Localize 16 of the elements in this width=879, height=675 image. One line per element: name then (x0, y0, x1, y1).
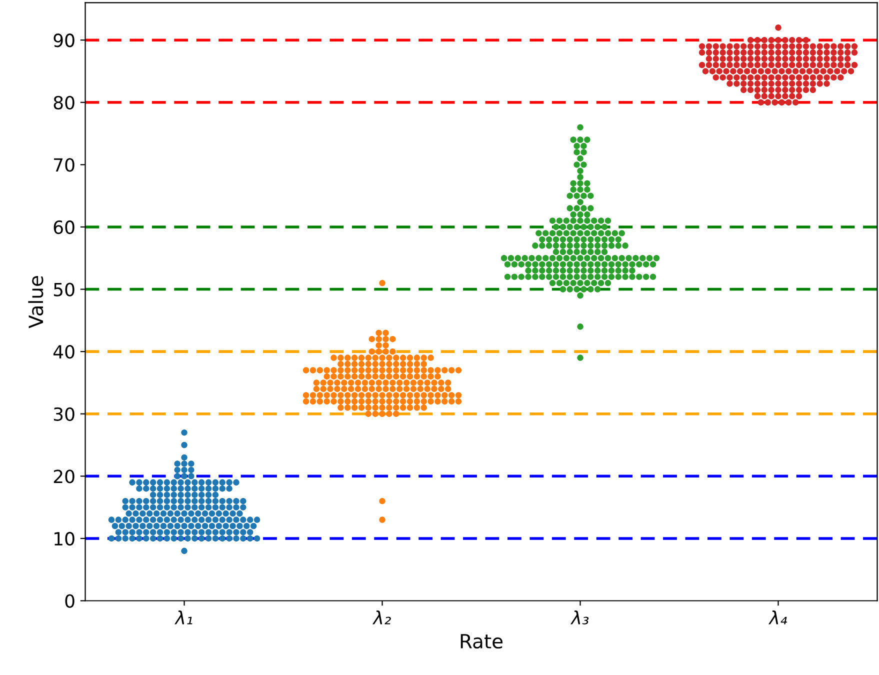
y-tick-label: 80 (54, 96, 74, 110)
y-tick-label: 50 (54, 282, 74, 296)
y-tick-label: 70 (54, 158, 74, 172)
y-tick-label: 40 (53, 345, 74, 359)
x-tick-label: λ₂ (372, 610, 391, 624)
x-tick-label: λ₄ (768, 610, 788, 624)
x-axis-title: Rate (460, 634, 503, 649)
y-tick-label: 30 (54, 407, 74, 421)
x-tick-label: λ₁ (174, 610, 192, 624)
y-tick-label: 20 (54, 470, 74, 484)
y-axis-title: Value (28, 276, 44, 328)
y-tick-label: 10 (54, 532, 74, 546)
y-tick-label: 0 (65, 594, 74, 608)
x-tick-label: λ₃ (570, 610, 589, 624)
y-tick-label: 60 (54, 220, 74, 234)
y-tick-label: 90 (54, 34, 74, 48)
